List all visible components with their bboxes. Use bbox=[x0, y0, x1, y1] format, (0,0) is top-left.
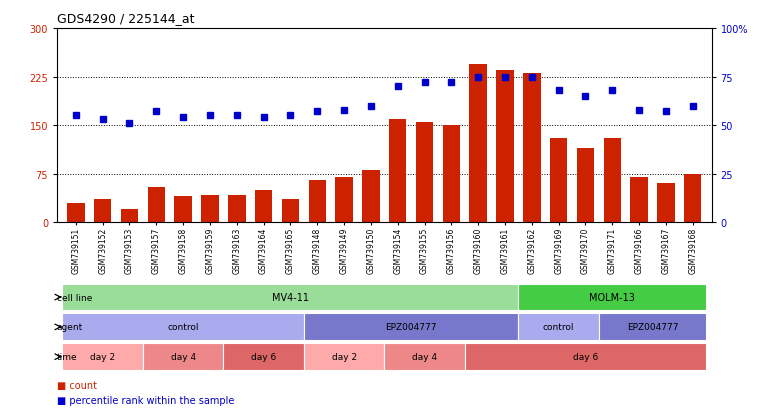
Text: MOLM-13: MOLM-13 bbox=[589, 292, 635, 302]
Text: time: time bbox=[56, 352, 77, 361]
Text: MV4-11: MV4-11 bbox=[272, 292, 309, 302]
Bar bbox=[470, 64, 487, 223]
Text: control: control bbox=[167, 323, 199, 332]
Bar bbox=[577, 148, 594, 223]
Text: day 6: day 6 bbox=[573, 352, 598, 361]
Text: cell line: cell line bbox=[56, 293, 92, 302]
Bar bbox=[443, 126, 460, 223]
Bar bbox=[599, 314, 706, 340]
Text: EPZ004777: EPZ004777 bbox=[385, 323, 437, 332]
Bar bbox=[67, 203, 84, 223]
Text: ■ percentile rank within the sample: ■ percentile rank within the sample bbox=[57, 395, 234, 405]
Bar bbox=[389, 119, 406, 223]
Bar bbox=[496, 71, 514, 223]
Text: control: control bbox=[543, 323, 575, 332]
Bar bbox=[282, 200, 299, 223]
Text: day 6: day 6 bbox=[251, 352, 276, 361]
Text: day 2: day 2 bbox=[332, 352, 357, 361]
Text: day 4: day 4 bbox=[170, 352, 196, 361]
Bar bbox=[518, 314, 599, 340]
Text: day 2: day 2 bbox=[90, 352, 115, 361]
Bar bbox=[308, 180, 326, 223]
Bar bbox=[304, 344, 384, 370]
Bar bbox=[62, 314, 304, 340]
Bar bbox=[465, 344, 706, 370]
Bar bbox=[304, 314, 518, 340]
Text: GDS4290 / 225144_at: GDS4290 / 225144_at bbox=[57, 12, 195, 25]
Bar bbox=[523, 74, 540, 223]
Text: EPZ004777: EPZ004777 bbox=[627, 323, 678, 332]
Bar bbox=[201, 195, 218, 223]
Bar bbox=[121, 210, 139, 223]
Bar bbox=[255, 190, 272, 223]
Bar bbox=[143, 344, 224, 370]
Bar bbox=[384, 344, 465, 370]
Bar bbox=[94, 200, 111, 223]
Bar bbox=[550, 139, 568, 223]
Bar bbox=[62, 344, 143, 370]
Bar bbox=[148, 187, 165, 223]
Text: day 4: day 4 bbox=[412, 352, 437, 361]
Bar bbox=[228, 195, 246, 223]
Bar bbox=[630, 178, 648, 223]
Bar bbox=[518, 284, 706, 311]
Bar bbox=[224, 344, 304, 370]
Bar bbox=[336, 178, 353, 223]
Bar bbox=[416, 123, 433, 223]
Bar bbox=[174, 197, 192, 223]
Bar bbox=[684, 174, 702, 223]
Bar bbox=[362, 171, 380, 223]
Bar bbox=[603, 139, 621, 223]
Text: agent: agent bbox=[56, 323, 83, 332]
Bar bbox=[62, 284, 518, 311]
Text: ■ count: ■ count bbox=[57, 380, 97, 390]
Bar bbox=[658, 184, 675, 223]
